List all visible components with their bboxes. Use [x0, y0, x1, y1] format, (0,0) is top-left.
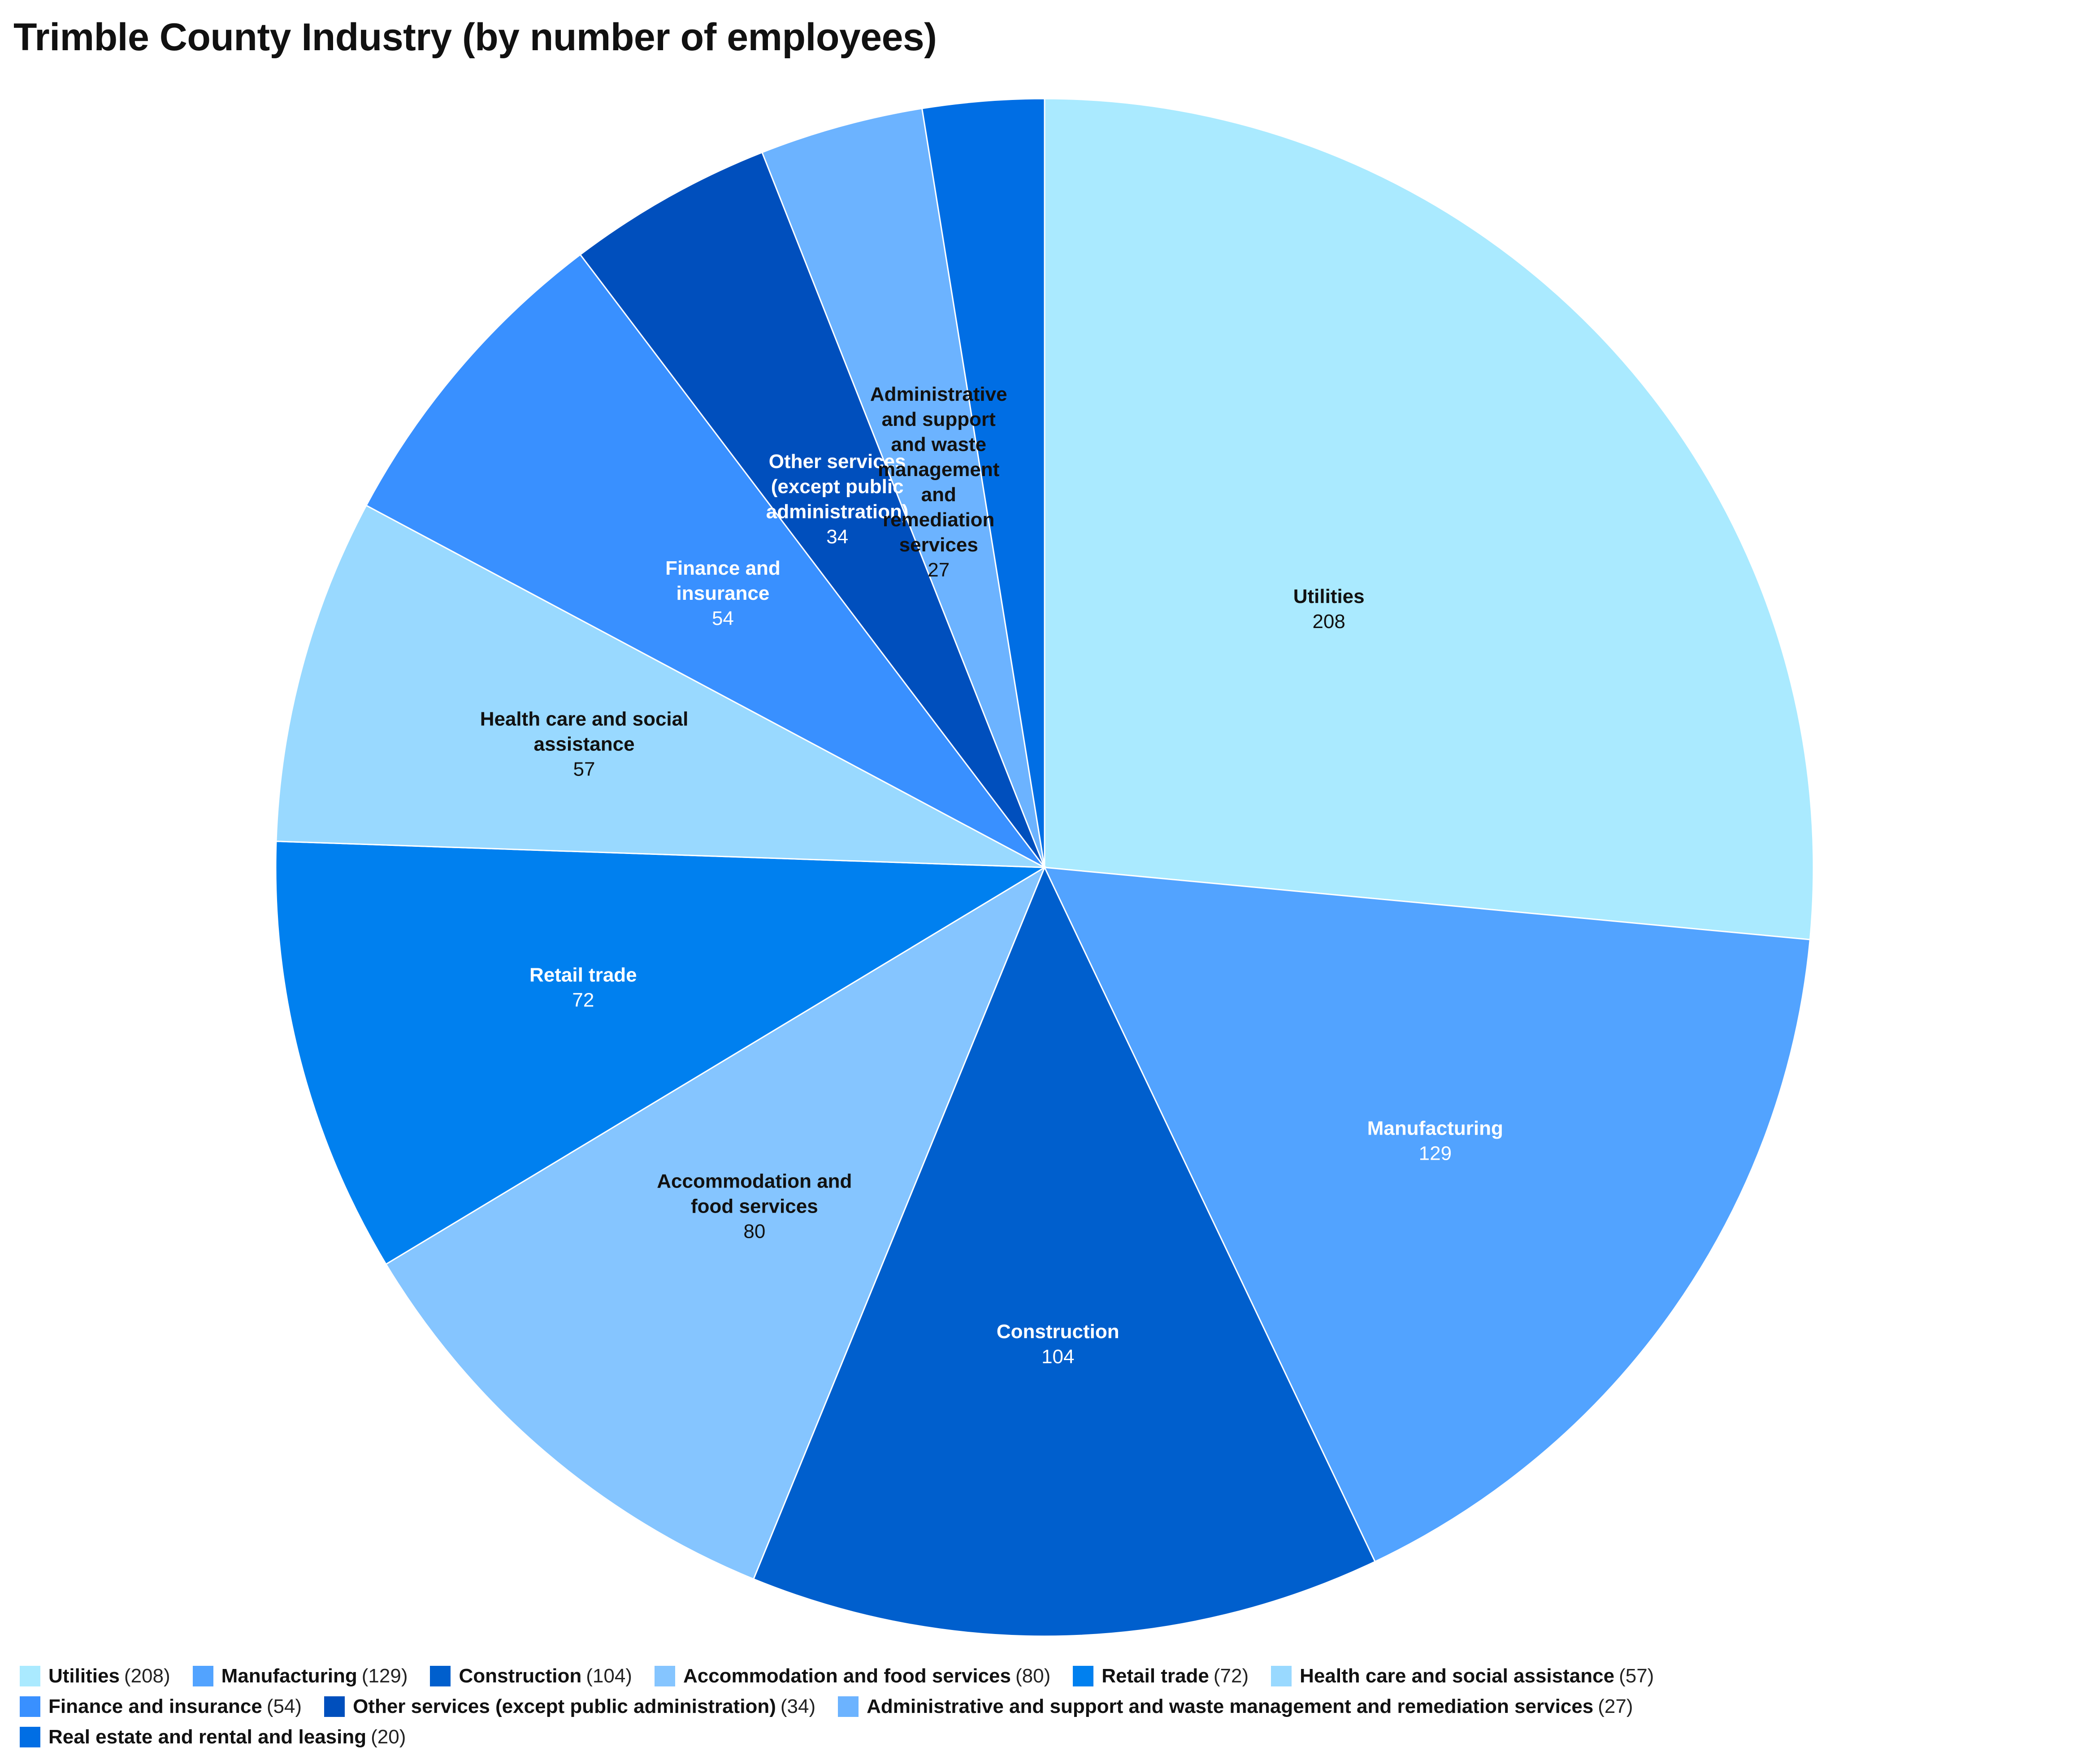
legend-value: (27): [1598, 1695, 1633, 1717]
slice-label-name-line: assistance: [533, 733, 634, 755]
legend-value: (208): [124, 1665, 170, 1687]
slice-label-name-line: administration): [766, 501, 909, 523]
legend: Utilities (208) Manufacturing (129) Construc…: [20, 1661, 2064, 1752]
legend-value: (80): [1015, 1665, 1051, 1687]
legend-item-manufacturing: Manufacturing (129): [192, 1661, 408, 1691]
slice-label-value: 34: [826, 526, 848, 548]
slice-label-name-line: services: [899, 534, 978, 556]
legend-item-accommodation-and-food-services: Accommodation and food services (80): [654, 1661, 1051, 1691]
slice-label-retail-trade: Retail trade 72: [529, 964, 637, 1011]
legend-name: Utilities: [48, 1665, 120, 1687]
chart-title: Trimble County Industry (by number of em…: [13, 16, 937, 59]
legend-item-finance-and-insurance: Finance and insurance (54): [20, 1691, 302, 1722]
legend-value: (72): [1213, 1665, 1249, 1687]
legend-name: Construction: [459, 1665, 582, 1687]
slice-label-health-care-and-social-assistance: Health care and social assistance 57: [480, 708, 689, 780]
legend-row: Finance and insurance (54) Other services …: [20, 1691, 2064, 1722]
slice-label-name-line: Health care and social: [480, 708, 689, 730]
pie-slice-other-services-except-public-administration: [579, 151, 1045, 868]
legend-value: (129): [361, 1665, 408, 1687]
legend-name: Administrative and support and waste man…: [867, 1695, 1594, 1717]
pie-slice-health-care-and-social-assistance: [275, 504, 1045, 868]
legend-swatch: [20, 1666, 40, 1686]
slice-label-accommodation-and-food-services: Accommodation and food services 80: [657, 1170, 852, 1242]
legend-swatch: [838, 1696, 859, 1717]
slice-label-other-services-except-public-administration: Other services (except public administrati…: [766, 451, 909, 548]
legend-value: (20): [371, 1726, 406, 1748]
legend-swatch: [1271, 1666, 1292, 1686]
legend-swatch: [654, 1666, 675, 1686]
pie-labels: Utilities 208 Manufacturing 129 Construction…: [480, 383, 1503, 1368]
legend-item-administrative-and-support-and-waste-management-and-remediation-services: Administrative and support and waste man…: [838, 1691, 1633, 1722]
slice-label-administrative-and-support-and-waste-management-and-remediation-services: Administrative and support and waste manage…: [870, 383, 1007, 581]
slice-label-value: 57: [573, 758, 595, 780]
legend-value: (34): [780, 1695, 816, 1717]
legend-name: Manufacturing: [221, 1665, 357, 1687]
legend-row: Utilities (208) Manufacturing (129) Construc…: [20, 1661, 2064, 1691]
slice-label-name-line: Finance and: [665, 557, 781, 579]
pie-slice-retail-trade: [275, 841, 1047, 1266]
legend-name: Retail trade: [1102, 1665, 1209, 1687]
slice-label-value: 27: [928, 559, 950, 581]
slice-label-finance-and-insurance: Finance and insurance 54: [665, 557, 781, 629]
slice-label-value: 72: [572, 989, 594, 1011]
slice-label-value: 80: [743, 1220, 765, 1242]
pie-slice-utilities: [1044, 98, 1814, 941]
slice-label-name-line: insurance: [677, 582, 770, 604]
legend-item-other-services-except-public-administration: Other services (except public administra…: [324, 1691, 815, 1722]
slice-label-name-line: and support: [882, 408, 996, 430]
pie-slice-real-estate-and-rental-and-leasing: [921, 98, 1045, 868]
slice-label-construction: Construction 104: [997, 1321, 1119, 1368]
pie-slices: [275, 98, 1814, 1637]
legend-value: (104): [586, 1665, 632, 1687]
pie-slice-finance-and-insurance: [365, 253, 1045, 868]
legend-swatch: [20, 1727, 40, 1747]
legend-name: Other services (except public administra…: [353, 1695, 776, 1717]
legend-item-construction: Construction (104): [430, 1661, 632, 1691]
legend-item-health-care-and-social-assistance: Health care and social assistance (57): [1271, 1661, 1654, 1691]
slice-label-name-line: and waste: [891, 433, 986, 455]
legend-name: Health care and social assistance: [1300, 1665, 1615, 1687]
slice-label-name-line: Manufacturing: [1367, 1117, 1503, 1139]
legend-swatch: [430, 1666, 451, 1686]
pie-slice-manufacturing: [1043, 867, 1811, 1563]
slice-label-name-line: remediation: [883, 509, 994, 531]
pie-slice-construction: [752, 866, 1376, 1637]
legend-name: Finance and insurance: [48, 1695, 262, 1717]
legend-swatch: [1073, 1666, 1094, 1686]
legend-swatch: [20, 1696, 40, 1717]
legend-item-real-estate-and-rental-and-leasing: Real estate and rental and leasing (20): [20, 1722, 406, 1752]
legend-row: Real estate and rental and leasing (20): [20, 1722, 2064, 1752]
slice-label-utilities: Utilities 208: [1293, 585, 1365, 633]
legend-name: Real estate and rental and leasing: [48, 1726, 367, 1748]
slice-label-name-line: (except public: [771, 476, 904, 498]
legend-swatch: [324, 1696, 345, 1717]
slice-label-name-line: food services: [691, 1195, 818, 1217]
slice-label-name-line: Other services: [769, 451, 906, 472]
slice-label-name-line: Construction: [997, 1321, 1119, 1343]
slice-label-name-line: Accommodation and: [657, 1170, 852, 1192]
legend-swatch: [192, 1666, 213, 1686]
legend-value: (57): [1619, 1665, 1654, 1687]
slice-label-value: 208: [1312, 611, 1345, 633]
legend-name: Accommodation and food services: [683, 1665, 1011, 1687]
legend-value: (54): [266, 1695, 302, 1717]
slice-label-value: 54: [712, 607, 734, 629]
slice-label-manufacturing: Manufacturing 129: [1367, 1117, 1503, 1164]
slice-label-name-line: Retail trade: [529, 964, 637, 986]
legend-item-utilities: Utilities (208): [20, 1661, 170, 1691]
slice-label-name-line: Utilities: [1293, 585, 1365, 607]
slice-label-value: 129: [1419, 1142, 1452, 1164]
slice-label-name-line: Administrative: [870, 383, 1007, 405]
slice-label-value: 104: [1041, 1346, 1074, 1368]
slice-label-name-line: management: [878, 459, 1000, 481]
slice-label-name-line: and: [921, 484, 956, 506]
pie-slice-accommodation-and-food-services: [385, 866, 1046, 1580]
pie-slice-administrative-and-support-and-waste-management-and-remediation-services: [761, 108, 1045, 868]
legend-item-retail-trade: Retail trade (72): [1073, 1661, 1249, 1691]
